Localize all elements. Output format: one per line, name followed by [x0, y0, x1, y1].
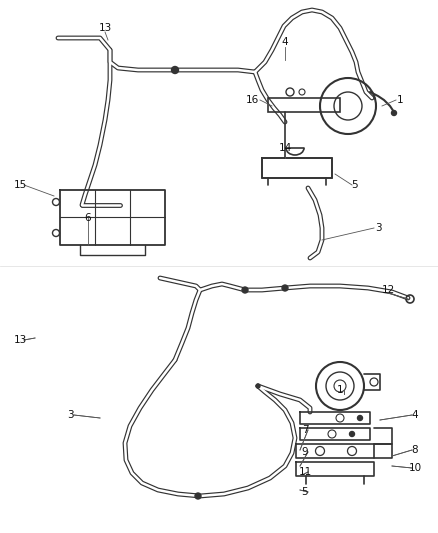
- Text: 5: 5: [352, 180, 358, 190]
- Text: 11: 11: [298, 467, 311, 477]
- Text: 4: 4: [412, 410, 418, 420]
- Text: 6: 6: [85, 213, 91, 223]
- Text: 9: 9: [302, 447, 308, 457]
- Text: 5: 5: [302, 487, 308, 497]
- Circle shape: [172, 67, 179, 74]
- Circle shape: [195, 493, 201, 499]
- Circle shape: [392, 110, 396, 116]
- Text: 13: 13: [14, 335, 27, 345]
- Circle shape: [350, 432, 354, 437]
- Text: 1: 1: [397, 95, 403, 105]
- Text: 13: 13: [99, 23, 112, 33]
- Text: 16: 16: [245, 95, 258, 105]
- Circle shape: [242, 287, 248, 293]
- Circle shape: [282, 285, 288, 291]
- Circle shape: [256, 384, 260, 388]
- Text: 3: 3: [374, 223, 381, 233]
- Text: 7: 7: [302, 425, 308, 435]
- Text: 10: 10: [409, 463, 421, 473]
- Text: 3: 3: [67, 410, 73, 420]
- Text: 8: 8: [412, 445, 418, 455]
- Text: 4: 4: [282, 37, 288, 47]
- Text: 15: 15: [14, 180, 27, 190]
- Text: 1: 1: [337, 385, 343, 395]
- Text: 14: 14: [279, 143, 292, 153]
- Circle shape: [357, 416, 363, 421]
- Text: 12: 12: [381, 285, 395, 295]
